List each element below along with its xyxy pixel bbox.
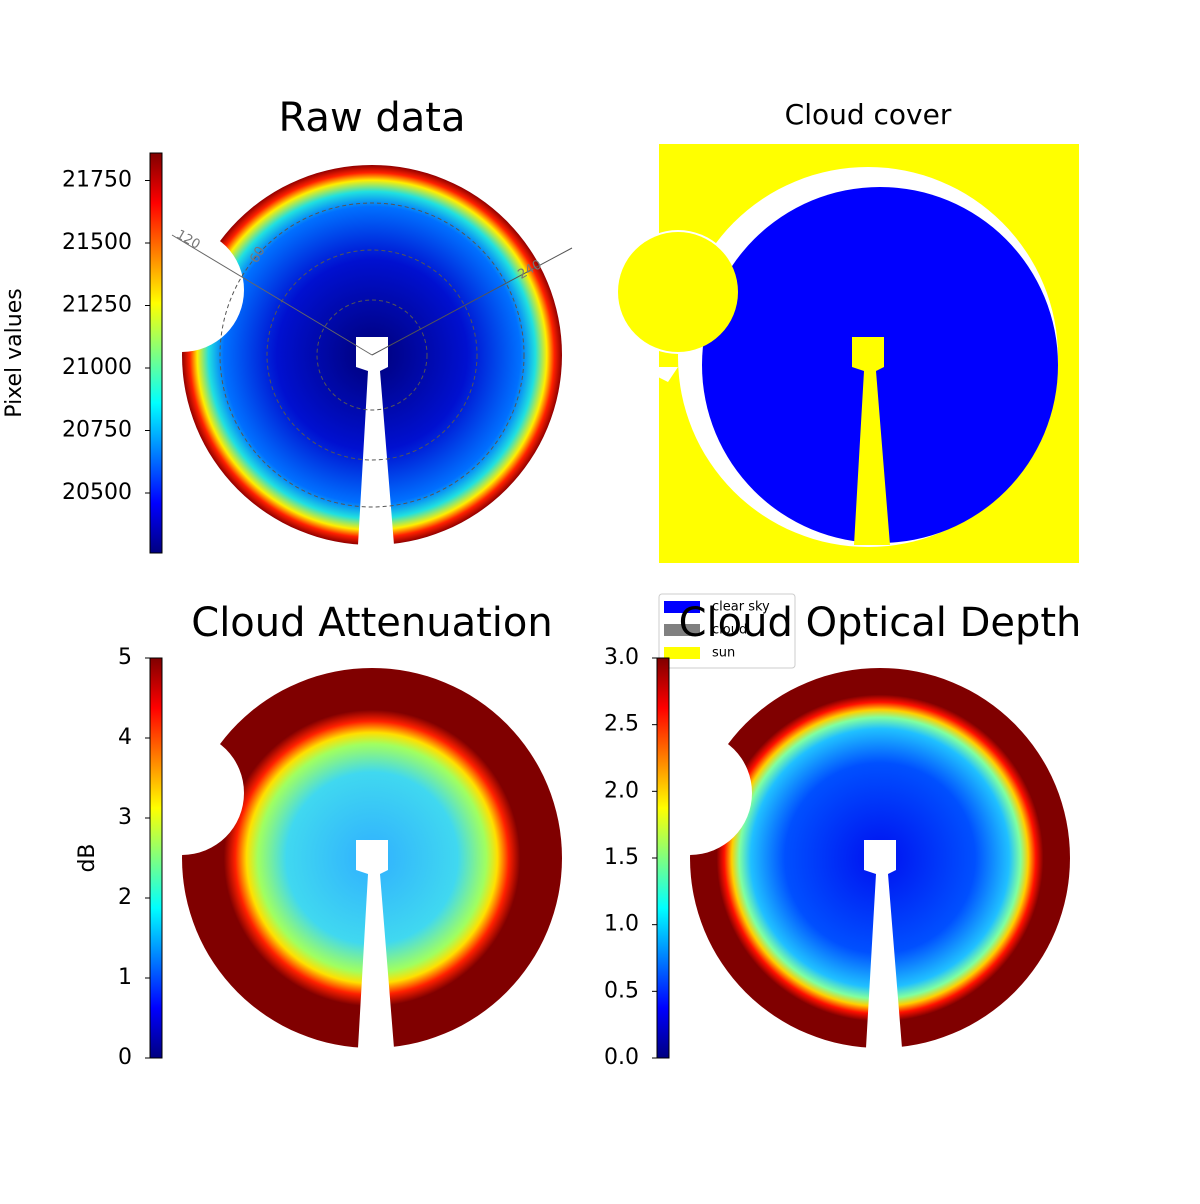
sun-region [618,232,738,352]
y-tick-label: 21500 [62,230,132,255]
polar-ring [316,299,428,411]
colorbar [149,152,163,554]
polar-spoke [171,234,373,356]
legend-label: clear sky [712,600,770,615]
obstruction [120,228,244,352]
panel-title: Raw data [279,95,466,141]
y-tick-label: 2.0 [604,778,639,803]
y-tick-label: 2 [118,885,132,910]
y-tick-label: 0.0 [604,1045,639,1070]
y-tick-label: 1.0 [604,912,639,937]
obstruction [628,731,752,855]
legend-swatch [664,624,700,636]
y-tick-label: 1 [118,965,132,990]
polar-ring [219,202,525,508]
polar-grid [171,202,573,508]
colorbar [656,657,670,1059]
y-tick-label: 20750 [62,418,132,443]
y-tick-label: 0 [118,1045,132,1070]
y-tick-label: 21250 [62,293,132,318]
mast [356,840,394,1048]
mast [864,840,902,1048]
lower-cut [650,868,690,883]
legend-swatch [664,601,700,613]
legend-label: cloud [712,623,747,638]
polar-ring [266,249,478,461]
y-tick-label: 0.5 [604,978,639,1003]
obstruction [120,731,244,855]
y-tick-label: 2.5 [604,712,639,737]
mast [852,337,890,545]
y-tick-label: 3 [118,805,132,830]
colorbar [149,657,163,1059]
y-tick-label: 21000 [62,355,132,380]
polar-spoke [371,247,573,356]
legend-label: sun [712,646,735,661]
panel-title: Cloud Attenuation [191,600,552,646]
panel-title: Cloud cover [785,98,952,131]
y-axis-label: dB [75,843,100,872]
y-tick-label: 20500 [62,480,132,505]
polar-label: 60 [247,244,268,266]
legend: clear sky cloud sun [658,593,796,669]
y-tick-label: 4 [118,725,132,750]
y-tick-label: 1.5 [604,845,639,870]
y-axis-label: Pixel values [2,288,27,417]
legend-swatch [664,647,700,659]
mast [356,337,394,545]
y-tick-label: 21750 [62,168,132,193]
panel-title: Cloud Optical Depth [679,600,1082,646]
y-tick-label: 3.0 [604,645,639,670]
y-tick-label: 5 [118,645,132,670]
lower-cut [638,367,678,382]
